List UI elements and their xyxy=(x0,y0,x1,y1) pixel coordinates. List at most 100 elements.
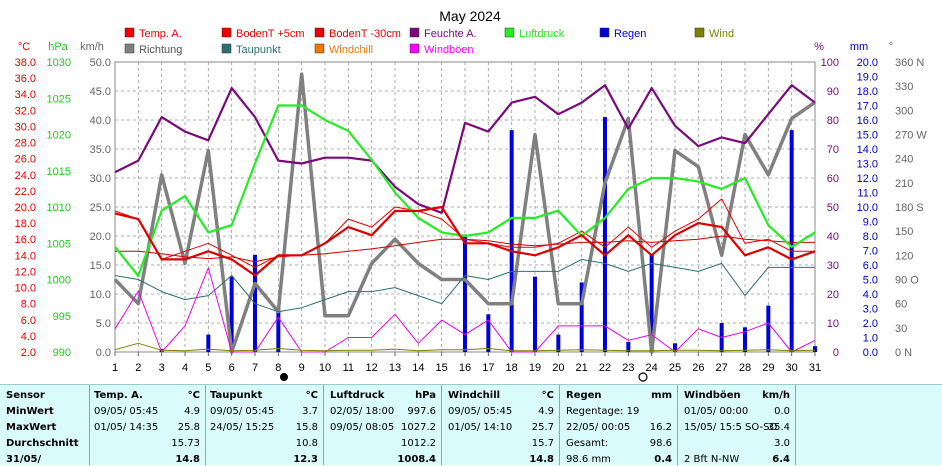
pressure_hpa-tick-label: 1020 xyxy=(47,130,71,142)
col-empty xyxy=(795,385,942,465)
rain-bar xyxy=(813,346,817,352)
tau-min-value: 3.7 xyxy=(302,406,318,417)
rain-bar xyxy=(603,117,607,352)
temp_c-tick-label: 22.0 xyxy=(15,186,36,198)
chart-title: May 2024 xyxy=(439,8,501,24)
wc-min-time: 09/05/ 05:45 xyxy=(448,406,513,417)
regen-current-value: 0.4 xyxy=(654,454,672,465)
wb-max-time: 15/05/ 15:5 SO-SO xyxy=(684,422,778,433)
temp_c-tick-label: 36.0 xyxy=(15,73,36,85)
legend-label: Wind xyxy=(709,28,734,40)
rain-bar xyxy=(463,234,467,352)
rain-bar xyxy=(533,276,537,352)
x-tick-label: 5 xyxy=(205,362,211,374)
x-tick-label: 29 xyxy=(762,362,774,374)
wind_kmh-tick-label: 25.0 xyxy=(90,202,111,214)
legend-label: Windböen xyxy=(424,44,474,56)
direction_deg-tick-label: 180 S xyxy=(895,202,924,214)
full-moon-icon xyxy=(638,372,648,382)
x-tick-label: 20 xyxy=(552,362,564,374)
rain_mm-tick-label: 14.0 xyxy=(857,144,878,156)
header-sensor: Sensor xyxy=(6,390,45,401)
x-tick-label: 10 xyxy=(319,362,331,374)
temp_c-tick-label: 26.0 xyxy=(15,154,36,166)
temp_c-tick-label: 6.0 xyxy=(21,315,36,327)
pressure_hpa-tick-label: 1010 xyxy=(47,202,71,214)
rain-bar xyxy=(743,327,747,352)
temp_c-tick-label: 8.0 xyxy=(21,299,36,311)
new-moon-icon xyxy=(280,373,288,381)
col-windboeen: Windböen km/h 01/05/ 00:00 0.0 15/05/ 15… xyxy=(677,385,796,465)
rain-bar xyxy=(276,307,281,352)
legend-swatch xyxy=(504,27,515,38)
x-tick-label: 13 xyxy=(389,362,401,374)
stats-table: Sensor MinWert MaxWert Durchschnitt 31/0… xyxy=(0,384,942,465)
direction_deg-tick-label: 0 N xyxy=(895,347,912,359)
header-windchill: Windchill xyxy=(448,390,501,401)
regen-total-value: 98.6 xyxy=(649,438,672,449)
legend-swatch xyxy=(221,43,232,54)
regen-current-label: 98.6 mm xyxy=(566,454,611,465)
x-tick-label: 31 xyxy=(809,362,821,374)
x-tick-label: 16 xyxy=(459,362,471,374)
series-line-bodent-5cm xyxy=(114,198,815,268)
weather-chart: May 2024 Temp. A. BodenT +5cm BodenT -30cm… xyxy=(15,8,928,382)
temp-max-value: 25.8 xyxy=(177,422,200,433)
direction_deg-tick-label: 300 xyxy=(895,105,913,117)
rain-bar xyxy=(579,282,584,352)
x-tick-label: 26 xyxy=(692,362,704,374)
temp-min-time: 09/05/ 05:45 xyxy=(94,406,159,417)
luft-min-time: 02/05/ 18:00 xyxy=(330,406,395,417)
legend-swatch xyxy=(694,27,705,38)
x-tick-label: 19 xyxy=(529,362,541,374)
x-tick-label: 24 xyxy=(646,362,658,374)
rain_mm-tick-label: 11.0 xyxy=(857,188,878,200)
temp-avg-value: 15.73 xyxy=(171,438,200,449)
pressure_hpa-tick-label: 1030 xyxy=(47,57,71,69)
rain_mm-tick-label: 19.0 xyxy=(857,72,878,84)
wb-max-value: 35.4 xyxy=(767,422,790,433)
direction_deg-unit-label: ° xyxy=(889,41,893,53)
humidity_pct-tick-label: 40 xyxy=(827,231,839,243)
series-line-temp-a- xyxy=(114,205,816,277)
header-temp: Temp. A. xyxy=(94,390,143,401)
rain_mm-tick-label: 15.0 xyxy=(857,130,878,142)
temp_c-tick-label: 4.0 xyxy=(21,331,36,343)
luft-avg-value: 1012.2 xyxy=(401,438,436,449)
tau-min-time: 09/05/ 05:45 xyxy=(210,406,275,417)
rain_mm-tick-label: 6.0 xyxy=(863,260,878,272)
tau-max-value: 15.8 xyxy=(295,422,318,433)
legend-swatch xyxy=(599,27,610,38)
header-regen: Regen xyxy=(566,390,602,401)
wind_kmh-tick-label: 35.0 xyxy=(90,144,111,156)
x-tick-label: 14 xyxy=(412,362,424,374)
legend-swatch xyxy=(124,43,135,54)
header-windboeen-unit: km/h xyxy=(762,390,790,401)
temp_c-tick-label: 18.0 xyxy=(15,218,36,230)
rain_mm-tick-label: 1.0 xyxy=(863,333,878,345)
x-tick-label: 25 xyxy=(669,362,681,374)
temp_c-tick-label: 16.0 xyxy=(15,234,36,246)
legend-label: BodenT -30cm xyxy=(329,28,401,40)
rain-bar xyxy=(556,334,561,352)
rain_mm-tick-label: 3.0 xyxy=(863,304,878,316)
direction_deg-tick-label: 90 O xyxy=(895,275,919,287)
temp_c-tick-label: 12.0 xyxy=(15,266,36,278)
x-tick-label: 4 xyxy=(182,362,188,374)
wind_kmh-tick-label: 45.0 xyxy=(90,86,111,98)
rain-bar xyxy=(766,305,771,352)
temp_c-tick-label: 14.0 xyxy=(15,250,36,262)
direction_deg-tick-label: 270 W xyxy=(895,130,927,142)
pressure_hpa-tick-label: 1015 xyxy=(47,166,71,178)
humidity_pct-tick-label: 70 xyxy=(827,144,839,156)
chart-axes: 1 2 3 4 5 6 7 8 9 10 11 12 13 14 15 16 17 18 19 20 21 22 23 24 2… xyxy=(15,41,928,374)
header-luftdruck: Luftdruck xyxy=(330,390,385,401)
x-tick-label: 22 xyxy=(599,362,611,374)
rain_mm-tick-label: 20.0 xyxy=(857,57,878,69)
pressure_hpa-tick-label: 1025 xyxy=(47,93,71,105)
header-luftdruck-unit: hPa xyxy=(415,390,436,401)
regen-max-value: 16.2 xyxy=(649,422,672,433)
x-tick-label: 1 xyxy=(112,362,118,374)
direction_deg-tick-label: 360 N xyxy=(895,57,924,69)
wind_kmh-tick-label: 50.0 xyxy=(90,57,111,69)
